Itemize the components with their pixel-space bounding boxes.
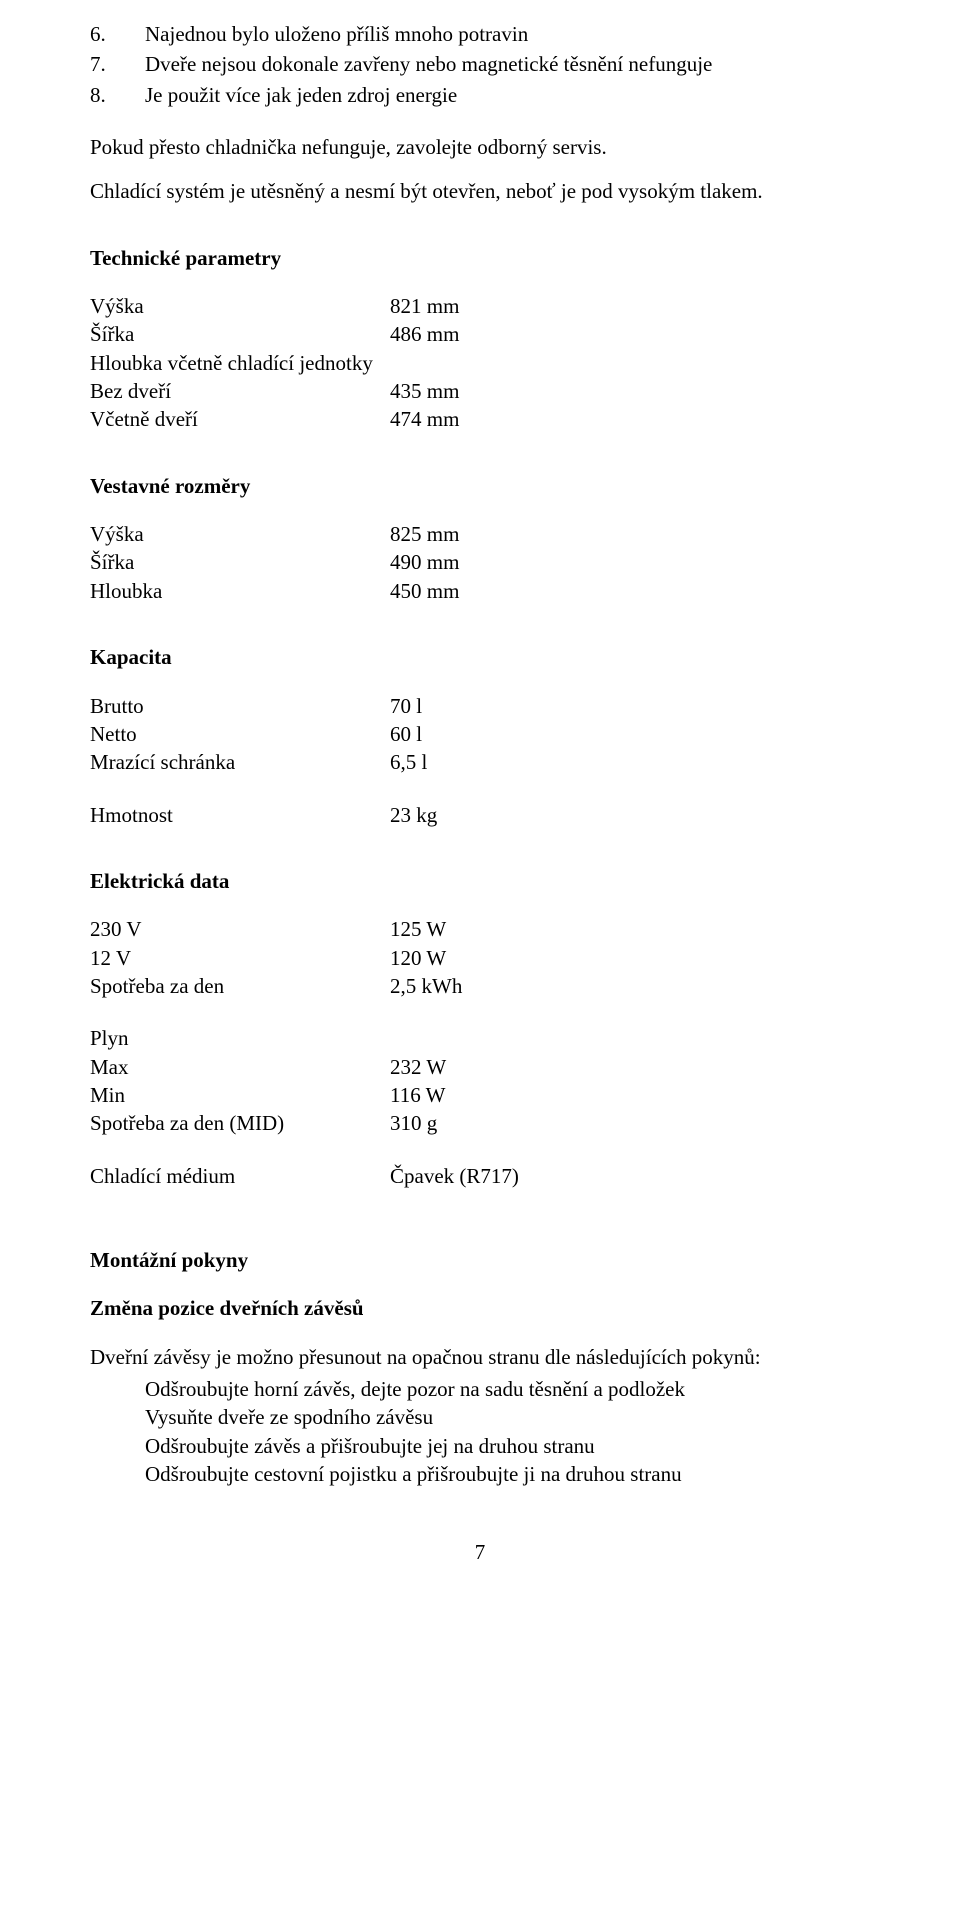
table-row: Hmotnost 23 kg: [90, 801, 870, 829]
list-text: Najednou bylo uloženo příliš mnoho potra…: [145, 20, 870, 48]
list-item: 8. Je použit více jak jeden zdroj energi…: [90, 81, 870, 109]
row-value: 120 W: [390, 944, 870, 972]
table-row: Chladící médium Čpavek (R717): [90, 1162, 870, 1190]
section-title-elek: Elektrická data: [90, 867, 870, 895]
row-value: 70 l: [390, 692, 870, 720]
bullet-item: Odšroubujte cestovní pojistku a přišroub…: [90, 1460, 870, 1488]
table-row: Plyn: [90, 1024, 870, 1052]
row-label: Bez dveří: [90, 377, 390, 405]
page-number: 7: [90, 1538, 870, 1566]
row-label: Mrazící schránka: [90, 748, 390, 776]
table-row: Včetně dveří 474 mm: [90, 405, 870, 433]
table-row: Netto 60 l: [90, 720, 870, 748]
row-value: 2,5 kWh: [390, 972, 870, 1000]
row-label: Min: [90, 1081, 390, 1109]
list-item: 6. Najednou bylo uloženo příliš mnoho po…: [90, 20, 870, 48]
section-title-vest: Vestavné rozměry: [90, 472, 870, 500]
row-value: 232 W: [390, 1053, 870, 1081]
row-value: 821 mm: [390, 292, 870, 320]
list-item: 7. Dveře nejsou dokonale zavřeny nebo ma…: [90, 50, 870, 78]
table-row: Max 232 W: [90, 1053, 870, 1081]
row-value: 60 l: [390, 720, 870, 748]
elek-table-1: 230 V 125 W 12 V 120 W Spotřeba za den 2…: [90, 915, 870, 1000]
vest-table: Výška 825 mm Šířka 490 mm Hloubka 450 mm: [90, 520, 870, 605]
bullet-item: Odšroubujte horní závěs, dejte pozor na …: [90, 1375, 870, 1403]
kapacita-table: Brutto 70 l Netto 60 l Mrazící schránka …: [90, 692, 870, 777]
row-value: 486 mm: [390, 320, 870, 348]
table-row: Bez dveří 435 mm: [90, 377, 870, 405]
list-text: Je použit více jak jeden zdroj energie: [145, 81, 870, 109]
table-row: Šířka 486 mm: [90, 320, 870, 348]
list-number: 8.: [90, 81, 145, 109]
row-label: Hmotnost: [90, 801, 390, 829]
table-row: Mrazící schránka 6,5 l: [90, 748, 870, 776]
row-value: 125 W: [390, 915, 870, 943]
row-value: [390, 1024, 870, 1052]
table-row: Spotřeba za den (MID) 310 g: [90, 1109, 870, 1137]
row-label: Šířka: [90, 548, 390, 576]
row-value: 310 g: [390, 1109, 870, 1137]
row-value: 450 mm: [390, 577, 870, 605]
paragraph: Pokud přesto chladnička nefunguje, zavol…: [90, 133, 870, 161]
paragraph: Chladící systém je utěsněný a nesmí být …: [90, 177, 870, 205]
row-label: Spotřeba za den: [90, 972, 390, 1000]
bullet-item: Odšroubujte závěs a přišroubujte jej na …: [90, 1432, 870, 1460]
row-value: [390, 349, 870, 377]
row-label: Spotřeba za den (MID): [90, 1109, 390, 1137]
row-label: Výška: [90, 520, 390, 548]
section-title-kapacita: Kapacita: [90, 643, 870, 671]
table-row: Výška 825 mm: [90, 520, 870, 548]
section-subtitle-mont: Změna pozice dveřních závěsů: [90, 1294, 870, 1322]
row-label: Včetně dveří: [90, 405, 390, 433]
numbered-list: 6. Najednou bylo uloženo příliš mnoho po…: [90, 20, 870, 109]
list-number: 7.: [90, 50, 145, 78]
elek-table-2: Plyn Max 232 W Min 116 W Spotřeba za den…: [90, 1024, 870, 1137]
row-label: Plyn: [90, 1024, 390, 1052]
row-value: 474 mm: [390, 405, 870, 433]
elek-table-3: Chladící médium Čpavek (R717): [90, 1162, 870, 1190]
hmotnost-table: Hmotnost 23 kg: [90, 801, 870, 829]
list-number: 6.: [90, 20, 145, 48]
row-label: 230 V: [90, 915, 390, 943]
row-value: 23 kg: [390, 801, 870, 829]
table-row: Spotřeba za den 2,5 kWh: [90, 972, 870, 1000]
table-row: 230 V 125 W: [90, 915, 870, 943]
row-value: 490 mm: [390, 548, 870, 576]
table-row: Min 116 W: [90, 1081, 870, 1109]
section-title-mont: Montážní pokyny: [90, 1246, 870, 1274]
row-label: Hloubka včetně chladící jednotky: [90, 349, 390, 377]
row-value: 6,5 l: [390, 748, 870, 776]
row-label: Brutto: [90, 692, 390, 720]
row-label: Chladící médium: [90, 1162, 390, 1190]
row-label: Výška: [90, 292, 390, 320]
table-row: Šířka 490 mm: [90, 548, 870, 576]
tech-table: Výška 821 mm Šířka 486 mm Hloubka včetně…: [90, 292, 870, 434]
row-value: 435 mm: [390, 377, 870, 405]
row-label: Netto: [90, 720, 390, 748]
table-row: Brutto 70 l: [90, 692, 870, 720]
row-value: Čpavek (R717): [390, 1162, 870, 1190]
row-value: 116 W: [390, 1081, 870, 1109]
table-row: Výška 821 mm: [90, 292, 870, 320]
row-label: Šířka: [90, 320, 390, 348]
table-row: Hloubka včetně chladící jednotky: [90, 349, 870, 377]
mont-intro: Dveřní závěsy je možno přesunout na opač…: [90, 1343, 870, 1371]
row-label: 12 V: [90, 944, 390, 972]
mont-bullets: Odšroubujte horní závěs, dejte pozor na …: [90, 1375, 870, 1488]
row-label: Hloubka: [90, 577, 390, 605]
list-text: Dveře nejsou dokonale zavřeny nebo magne…: [145, 50, 870, 78]
row-label: Max: [90, 1053, 390, 1081]
table-row: Hloubka 450 mm: [90, 577, 870, 605]
section-title-tech: Technické parametry: [90, 244, 870, 272]
row-value: 825 mm: [390, 520, 870, 548]
bullet-item: Vysuňte dveře ze spodního závěsu: [90, 1403, 870, 1431]
table-row: 12 V 120 W: [90, 944, 870, 972]
